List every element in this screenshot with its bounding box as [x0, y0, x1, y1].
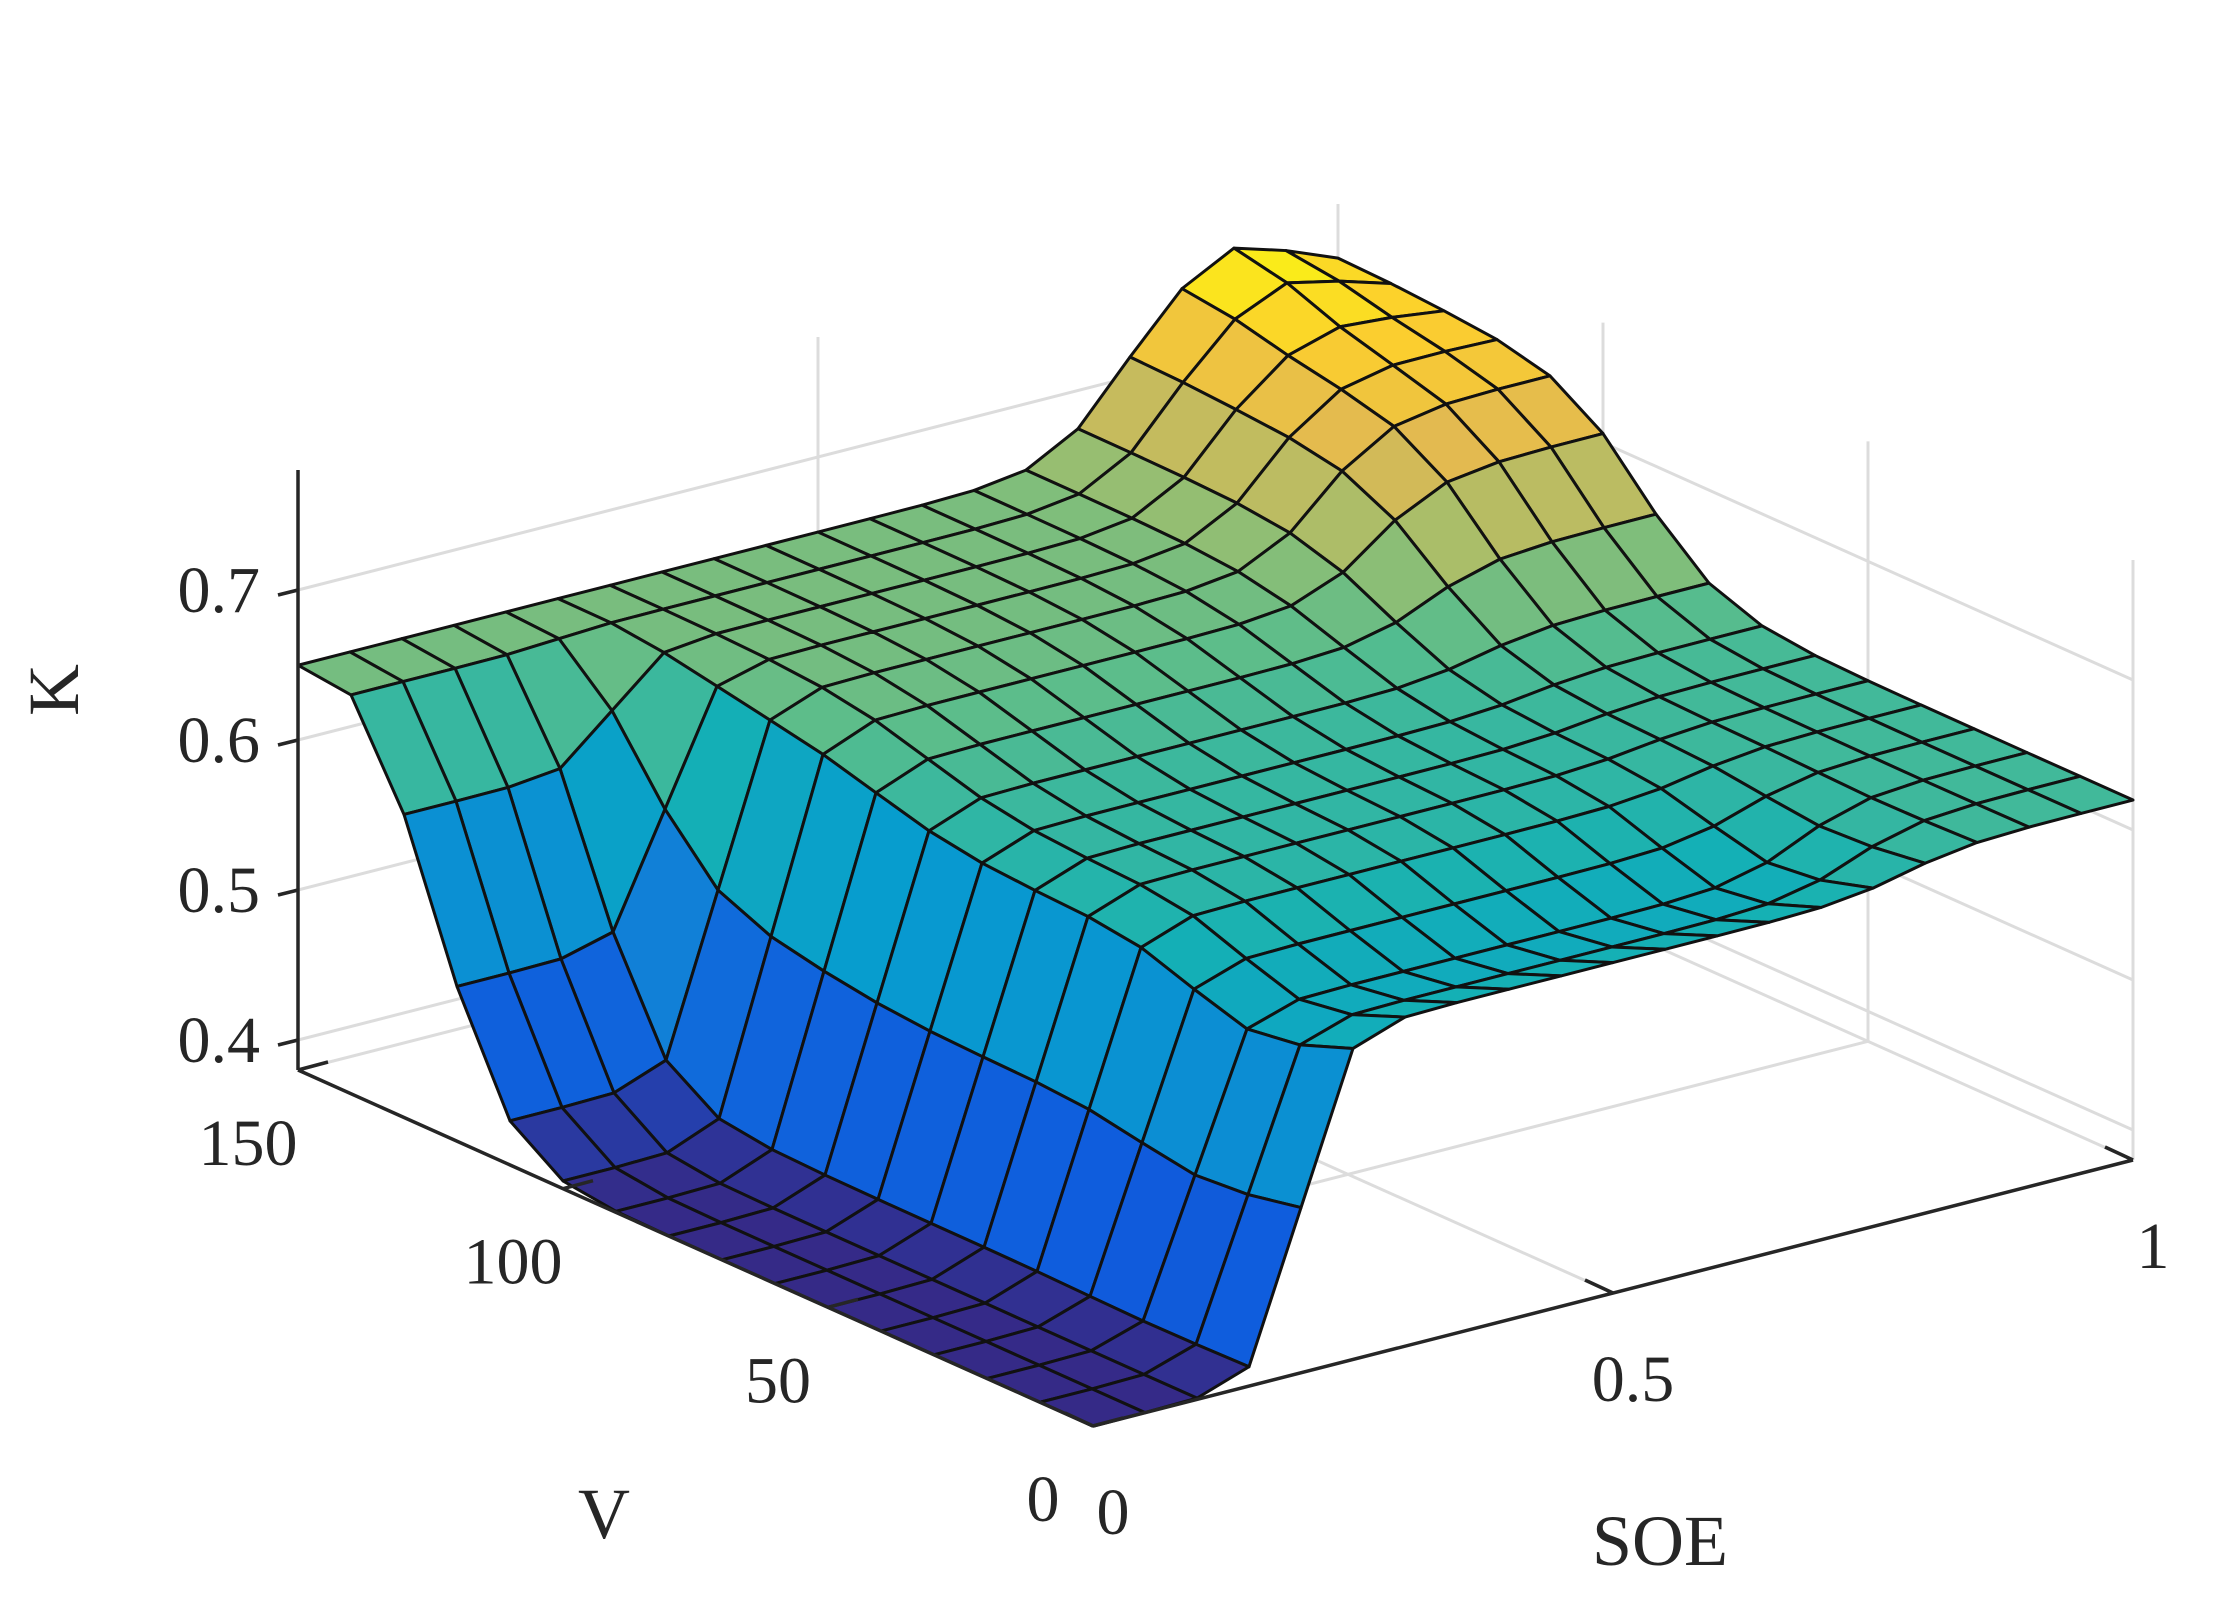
- x-tick-label: 1: [2137, 1210, 2170, 1283]
- z-tick-label: 0.4: [178, 1004, 261, 1077]
- tick-labels: 0 0.5 1 0 50 100 150 0.4 0.5 0.6 0.7: [178, 554, 2170, 1549]
- x-tick: [1584, 1278, 1614, 1295]
- y-tick-label: 50: [745, 1344, 811, 1417]
- z-tick-label: 0.6: [178, 704, 261, 777]
- y-tick: [297, 1060, 329, 1072]
- x-tick-label: 0.5: [1592, 1343, 1675, 1416]
- z-tick: [277, 888, 299, 897]
- y-tick-label: 100: [464, 1226, 563, 1299]
- y-tick-label: 150: [199, 1107, 298, 1180]
- y-axis-line: [297, 1068, 1094, 1428]
- z-tick: [277, 1038, 299, 1047]
- x-tick-label: 0: [1097, 1476, 1130, 1549]
- surface: [296, 246, 2135, 1428]
- z-tick-label: 0.5: [178, 854, 261, 927]
- z-axis-title: K: [14, 664, 94, 716]
- z-tick: [277, 588, 299, 597]
- axes: [277, 470, 2134, 1428]
- y-axis-title: V: [578, 1474, 630, 1554]
- y-tick-label: 0: [1027, 1463, 1060, 1536]
- x-axis-title: SOE: [1592, 1501, 1728, 1581]
- z-tick: [277, 738, 299, 747]
- x-tick: [1064, 1411, 1094, 1428]
- y-tick: [827, 1297, 859, 1310]
- z-tick-label: 0.7: [178, 554, 261, 627]
- x-tick: [2104, 1145, 2134, 1162]
- y-tick: [562, 1178, 594, 1191]
- y-tick: [1092, 1416, 1124, 1428]
